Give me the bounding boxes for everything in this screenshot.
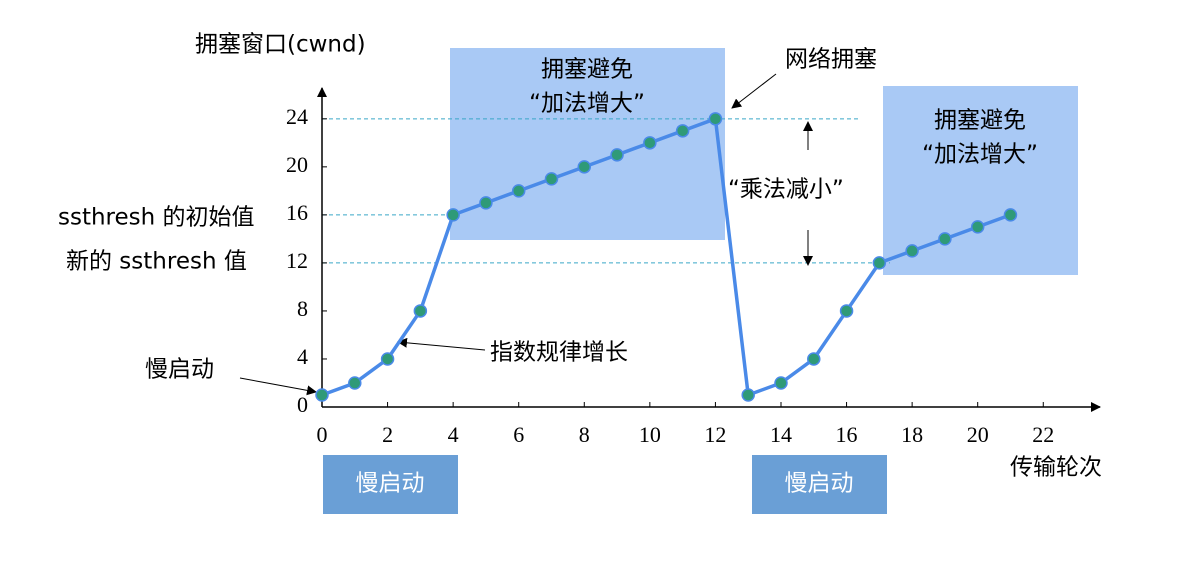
x-tick-label: 14	[770, 422, 792, 447]
annotation: 网络拥塞	[785, 47, 877, 73]
avoidance-region	[883, 86, 1078, 275]
series-line	[321, 117, 1012, 397]
data-point	[708, 112, 723, 126]
x-tick-label: 0	[317, 422, 328, 447]
data-point	[413, 304, 428, 318]
data-point	[872, 256, 887, 270]
slow-start-box	[752, 455, 887, 514]
slow-start-label: 慢启动	[785, 471, 854, 497]
annotation: 拥塞避免	[541, 57, 633, 83]
x-tick-label: 6	[513, 422, 524, 447]
data-point	[643, 136, 657, 150]
data-point	[446, 208, 460, 222]
y-tick-label: 12	[286, 248, 308, 273]
data-point	[511, 184, 526, 198]
annotation: 新的 ssthresh 值	[66, 249, 247, 275]
x-tick-label: 18	[901, 422, 923, 447]
data-point	[577, 160, 592, 174]
slow-start-box	[323, 455, 458, 514]
x-tick-label: 22	[1032, 422, 1054, 447]
data-point	[839, 304, 854, 318]
arrow	[397, 337, 486, 351]
annotation: 拥塞避免	[934, 108, 1026, 134]
y-tick-label: 4	[297, 344, 308, 369]
data-point	[970, 220, 985, 234]
data-point	[1003, 208, 1018, 222]
y-tick-label: 20	[286, 152, 308, 177]
avoidance-region	[450, 48, 725, 240]
x-tick-label: 8	[579, 422, 590, 447]
y-tick-label: 0	[297, 392, 308, 417]
y-tick-label: 24	[286, 104, 308, 129]
data-point	[675, 124, 690, 138]
data-point	[544, 172, 559, 186]
annotation: “加法增大”	[529, 91, 645, 117]
data-point	[315, 388, 329, 402]
data-point	[807, 352, 821, 366]
slow-start-label: 慢启动	[356, 471, 425, 497]
data-point	[380, 352, 395, 366]
annotation: 指数规律增长	[490, 340, 628, 366]
annotation: ssthresh 的初始值	[58, 205, 255, 231]
y-tick-label: 8	[297, 296, 308, 321]
annotation: “乘法减小”	[728, 177, 844, 203]
data-point	[610, 148, 624, 162]
x-tick-label: 12	[704, 422, 726, 447]
x-tick-label: 2	[382, 422, 393, 447]
annotation: “加法增大”	[922, 142, 1038, 168]
annotation: 慢启动	[145, 357, 214, 383]
data-point	[905, 244, 919, 258]
data-point	[479, 196, 493, 210]
x-tick-label: 10	[639, 422, 661, 447]
arrow	[239, 377, 317, 396]
x-tick-label: 16	[836, 422, 858, 447]
x-tick-label: 4	[448, 422, 459, 447]
data-point	[774, 376, 788, 390]
data-point	[741, 388, 755, 402]
y-axis-label: 拥塞窗口(cwnd)	[195, 32, 366, 58]
x-tick-label: 20	[967, 422, 989, 447]
y-tick-label: 16	[286, 200, 308, 225]
x-axis-label: 传输轮次	[1010, 455, 1102, 481]
data-point	[938, 232, 952, 246]
arrow	[731, 73, 777, 109]
data-point	[348, 376, 362, 390]
